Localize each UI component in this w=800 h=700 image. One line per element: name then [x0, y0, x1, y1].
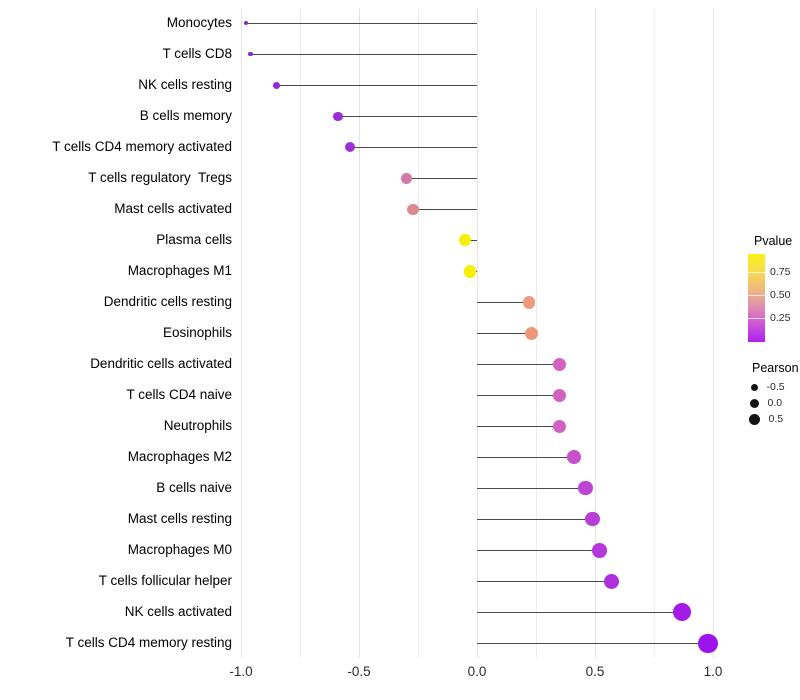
pearson-legend-item: 0.5: [748, 411, 783, 427]
x-tick-label: -0.5: [347, 664, 371, 679]
lollipop-stem: [477, 394, 560, 397]
pvalue-tick-label: 0.25: [770, 312, 791, 324]
category-label: T cells regulatory Tregs: [88, 170, 232, 186]
lollipop-dot: [585, 512, 600, 527]
x-tick-label: 0.5: [585, 664, 605, 679]
size-legend-dot: [749, 398, 759, 408]
category-label: Macrophages M0: [127, 542, 232, 558]
lollipop-dot: [332, 111, 343, 122]
size-legend-dot: [748, 413, 760, 425]
lollipop-stem: [406, 177, 477, 180]
category-label: T cells CD4 naive: [126, 387, 232, 403]
category-label: Dendritic cells activated: [90, 356, 232, 372]
lollipop-stem: [477, 425, 560, 428]
lollipop-stem: [349, 146, 477, 149]
category-label: T cells CD8: [162, 46, 232, 62]
lollipop-stem: [250, 53, 477, 56]
lollipop-dot: [273, 81, 280, 89]
lollipop-stem: [245, 22, 477, 25]
pvalue-colorbar: [748, 254, 765, 342]
minor-gridline: [417, 8, 419, 658]
major-gridline: [712, 8, 714, 658]
lollipop-dot: [344, 142, 355, 153]
category-label: Mast cells resting: [127, 511, 232, 527]
lollipop-stem: [477, 518, 593, 521]
lollipop-dot: [553, 357, 567, 371]
lollipop-stem: [477, 363, 560, 366]
lollipop-dot: [592, 542, 608, 558]
category-label: Monocytes: [166, 15, 232, 31]
lollipop-dot: [407, 203, 420, 216]
lollipop-dot: [400, 172, 412, 184]
minor-gridline: [299, 8, 301, 658]
category-label: NK cells activated: [124, 604, 232, 620]
category-label: Neutrophils: [163, 418, 232, 434]
major-gridline: [358, 8, 360, 658]
lollipop-dot: [248, 52, 253, 57]
lollipop-stem: [477, 332, 532, 335]
lollipop-stem: [477, 456, 574, 459]
lollipop-dot: [553, 419, 567, 433]
minor-gridline: [653, 8, 655, 658]
lollipop-stem: [477, 487, 586, 490]
category-label: B cells naive: [156, 480, 232, 496]
lollipop-stem: [477, 549, 600, 552]
lollipop-dot: [522, 295, 536, 309]
category-label: Eosinophils: [162, 325, 232, 341]
lollipop-dot: [463, 265, 477, 278]
category-label: Macrophages M2: [127, 449, 232, 465]
lollipop-dot: [603, 573, 620, 589]
pvalue-tick-label: 0.75: [770, 266, 791, 278]
lollipop-dot: [553, 388, 567, 402]
lollipop-stem: [477, 642, 709, 645]
category-label: T cells follicular helper: [98, 573, 232, 589]
lollipop-stem: [477, 580, 612, 583]
colorbar-tick: [748, 272, 765, 273]
lollipop-dot: [524, 326, 538, 340]
lollipop-stem: [276, 84, 477, 87]
lollipop-dot: [566, 450, 581, 465]
category-label: Dendritic cells resting: [103, 294, 232, 310]
pearson-legend-item: -0.5: [748, 379, 785, 395]
colorbar-tick: [748, 295, 765, 296]
category-label: Mast cells activated: [114, 201, 232, 217]
x-tick-label: 0.0: [467, 664, 487, 679]
colorbar-tick: [748, 318, 765, 319]
major-gridline: [240, 8, 242, 658]
lollipop-dot: [459, 234, 472, 247]
pvalue-tick-label: 0.50: [770, 289, 791, 301]
category-label: Macrophages M1: [127, 263, 232, 279]
lollipop-dot: [673, 603, 692, 622]
size-legend-label: -0.5: [766, 381, 785, 393]
pearson-legend-item: 0.0: [748, 395, 782, 411]
lollipop-dot: [243, 21, 248, 26]
lollipop-stem: [477, 301, 529, 304]
size-legend-dot: [750, 383, 758, 391]
lollipop-stem: [413, 208, 477, 211]
lollipop-stem: [465, 239, 477, 242]
category-label: NK cells resting: [138, 77, 232, 93]
pearson-legend-title: Pearson: [752, 361, 799, 375]
lollipop-stem: [477, 611, 683, 614]
size-legend-label: 0.5: [768, 413, 784, 425]
category-label: T cells CD4 memory activated: [52, 139, 232, 155]
category-label: T cells CD4 memory resting: [65, 635, 232, 651]
x-tick-label: 1.0: [703, 664, 723, 679]
pvalue-legend-title: Pvalue: [754, 234, 793, 248]
category-label: Plasma cells: [156, 232, 232, 248]
major-gridline: [594, 8, 596, 658]
size-legend-label: 0.0: [767, 397, 783, 409]
x-tick-label: -1.0: [229, 664, 253, 679]
category-label: B cells memory: [139, 108, 232, 124]
lollipop-dot: [578, 481, 593, 496]
lollipop-stem: [337, 115, 477, 118]
lollipop-dot: [698, 633, 719, 654]
